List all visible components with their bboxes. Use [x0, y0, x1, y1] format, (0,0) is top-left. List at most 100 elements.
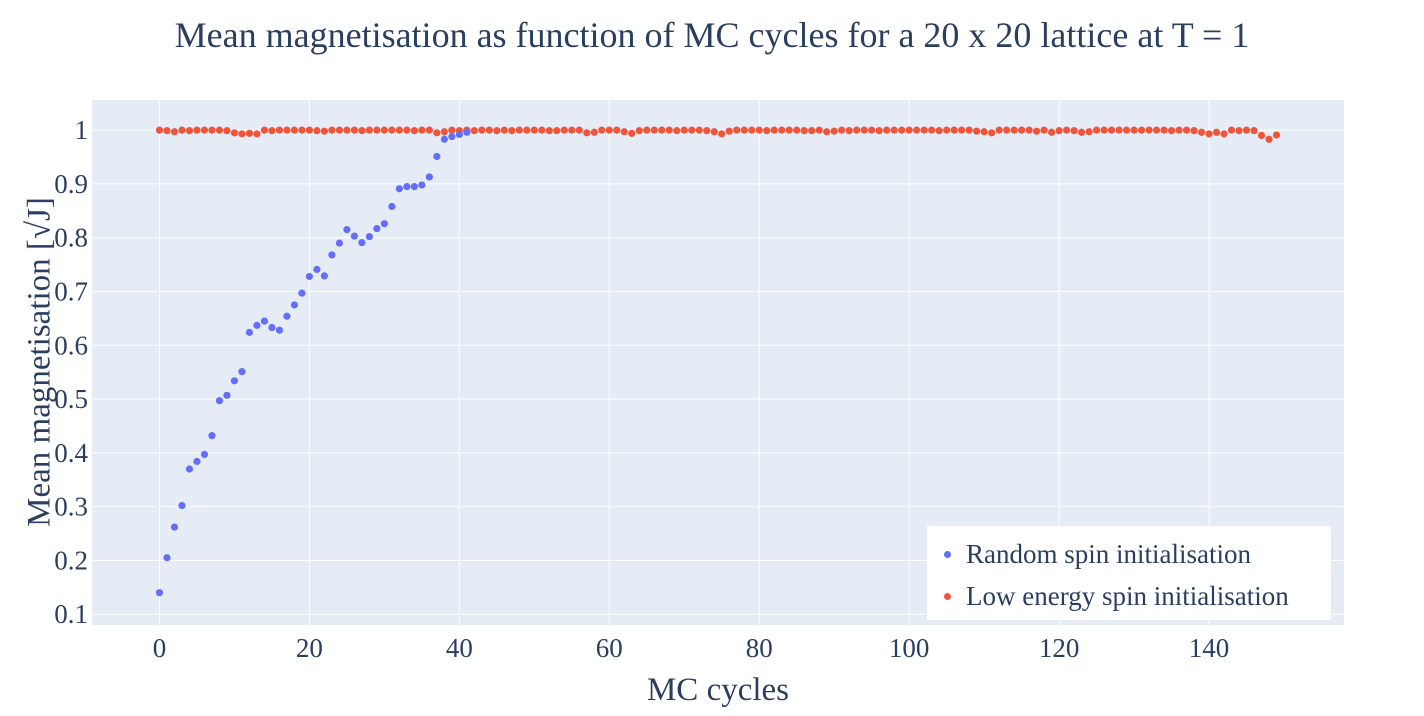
x-tick-label: 20: [296, 633, 323, 663]
low-energy-point: [1220, 130, 1228, 138]
low-energy-point: [358, 127, 366, 135]
low-energy-point: [365, 126, 373, 134]
random-spin-point: [388, 202, 396, 211]
low-energy-point: [950, 126, 958, 134]
low-energy-point: [590, 128, 598, 136]
random-spin-point: [215, 397, 224, 405]
low-energy-point: [343, 126, 351, 134]
low-energy-point: [973, 127, 981, 135]
low-energy-point: [1167, 127, 1176, 135]
legend-item-random[interactable]: Random spin initialisation: [927, 534, 1251, 574]
low-energy-point: [613, 126, 621, 134]
low-energy-point: [928, 126, 936, 134]
x-tick-label: 120: [1039, 633, 1080, 663]
low-energy-point: [440, 128, 448, 136]
random-spin-point: [380, 220, 388, 228]
low-energy-point: [313, 127, 321, 135]
random-spin-point: [373, 224, 381, 233]
low-energy-point: [335, 126, 344, 134]
low-energy-point: [1055, 127, 1063, 135]
random-spin-point: [298, 289, 306, 297]
low-energy-point: [1145, 126, 1153, 134]
low-energy-point: [703, 127, 711, 135]
low-energy-point: [1250, 127, 1258, 135]
low-energy-point: [493, 127, 501, 135]
low-energy-point: [380, 126, 388, 134]
low-energy-point: [283, 126, 291, 134]
random-spin-point: [343, 226, 351, 234]
low-energy-point: [1070, 127, 1078, 135]
low-energy-point: [1137, 126, 1146, 134]
low-energy-point: [508, 127, 516, 135]
y-tick-label: 0.6: [54, 330, 88, 360]
low-energy-point: [178, 126, 186, 134]
y-tick-label: 1: [75, 115, 89, 145]
low-energy-point: [373, 126, 381, 134]
y-tick-label: 0.2: [54, 545, 88, 575]
y-tick-label: 0.3: [54, 492, 88, 522]
low-energy-point: [958, 126, 966, 134]
low-energy-point: [883, 126, 891, 134]
low-energy-point: [328, 126, 336, 134]
low-energy-point: [1235, 127, 1243, 135]
low-energy-point: [650, 126, 658, 134]
data-points: [155, 126, 1281, 597]
random-spin-point: [178, 501, 186, 510]
low-energy-point: [860, 126, 868, 134]
low-energy-point: [980, 128, 988, 136]
low-energy-point: [845, 127, 853, 135]
low-energy-point: [1033, 127, 1041, 135]
low-energy-point: [1078, 128, 1086, 136]
low-energy-point: [1227, 126, 1236, 134]
low-energy-point: [568, 126, 576, 134]
low-energy-point: [208, 126, 216, 134]
low-energy-point: [800, 127, 808, 135]
random-spin-point: [155, 589, 164, 597]
low-energy-point: [635, 127, 643, 135]
random-spin-point: [208, 432, 216, 440]
legend-marker-random: [944, 550, 951, 558]
low-energy-point: [238, 130, 246, 138]
low-energy-point: [905, 126, 913, 134]
random-spin-point: [440, 135, 448, 143]
legend-item-low-energy[interactable]: Low energy spin initialisation: [927, 576, 1289, 616]
random-spin-point: [283, 312, 291, 320]
low-energy-point: [920, 126, 928, 134]
y-tick-label: 0.1: [54, 599, 88, 629]
y-tick-label: 0.5: [54, 384, 88, 414]
legend[interactable]: Random spin initialisation Low energy sp…: [927, 526, 1331, 620]
low-energy-point: [1100, 126, 1108, 134]
low-energy-point: [170, 128, 179, 136]
random-spin-point: [245, 328, 254, 336]
random-spin-point: [260, 317, 269, 325]
low-energy-point: [1197, 128, 1206, 136]
low-energy-point: [665, 126, 673, 134]
low-energy-point: [515, 126, 523, 134]
random-spin-point: [305, 272, 314, 281]
low-energy-point: [553, 127, 561, 135]
low-energy-point: [1040, 126, 1048, 134]
low-energy-point: [530, 126, 538, 134]
low-energy-point: [1257, 131, 1266, 140]
low-energy-point: [868, 126, 876, 134]
low-energy-point: [628, 129, 636, 137]
random-spin-point: [350, 232, 358, 240]
low-energy-point: [733, 126, 741, 134]
low-energy-point: [275, 126, 284, 134]
low-energy-point: [605, 126, 613, 134]
low-energy-point: [418, 126, 426, 134]
random-spin-point: [290, 301, 299, 309]
low-energy-point: [163, 127, 171, 135]
low-energy-point: [740, 126, 748, 134]
low-energy-point: [388, 126, 396, 134]
low-energy-point: [898, 126, 906, 134]
low-energy-point: [763, 127, 771, 135]
low-energy-point: [875, 127, 883, 135]
low-energy-point: [1107, 126, 1116, 134]
low-energy-point: [583, 129, 591, 137]
low-energy-point: [965, 126, 973, 134]
random-spin-point: [335, 239, 344, 247]
random-spin-point: [238, 368, 246, 376]
random-spin-point: [448, 132, 456, 141]
legend-label-low-energy: Low energy spin initialisation: [966, 580, 1289, 611]
